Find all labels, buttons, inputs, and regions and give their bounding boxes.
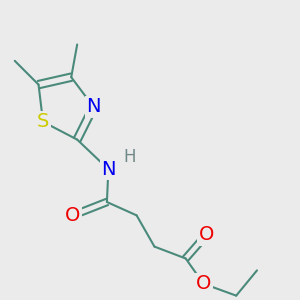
Text: O: O: [65, 206, 80, 225]
Text: O: O: [199, 225, 214, 244]
Text: S: S: [37, 112, 49, 131]
Text: H: H: [123, 148, 135, 166]
Text: N: N: [101, 160, 116, 179]
Text: N: N: [86, 98, 101, 116]
Text: O: O: [196, 274, 211, 293]
